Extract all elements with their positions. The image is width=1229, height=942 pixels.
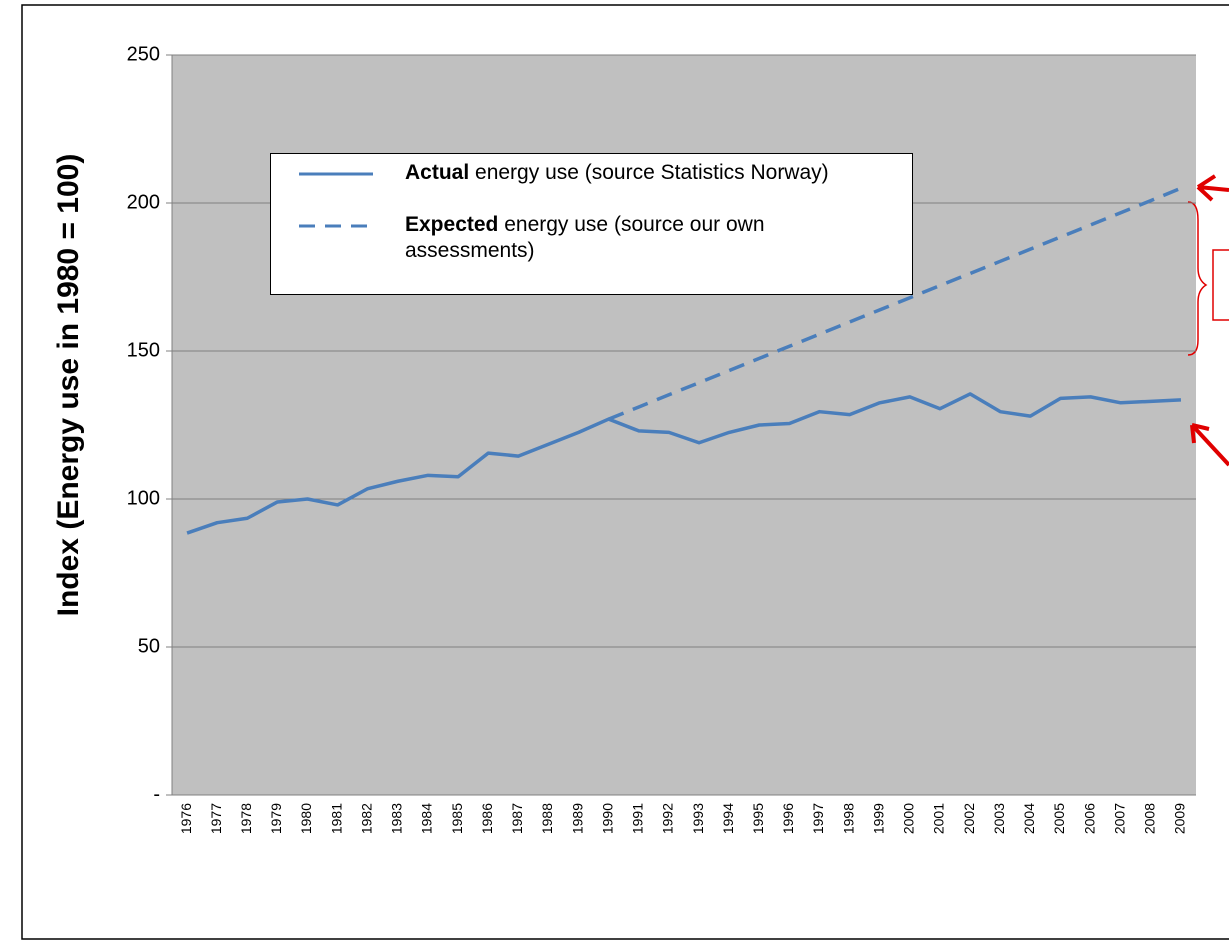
y-axis-label: Index (Energy use in 1980 = 100): [52, 154, 85, 617]
x-tick-label: 1998: [840, 803, 856, 834]
red-arrow: [1196, 174, 1229, 202]
x-tick-label: 2006: [1081, 803, 1097, 834]
x-tick-label: 2002: [961, 803, 977, 834]
legend-swatch: [299, 172, 373, 176]
x-tick-label: 1978: [238, 803, 254, 834]
x-tick-label: 1982: [358, 803, 374, 834]
x-tick-label: 2004: [1021, 803, 1037, 834]
annotation-box: [1212, 249, 1229, 321]
x-tick-label: 1980: [298, 803, 314, 834]
x-tick-label: 1994: [720, 803, 736, 834]
x-tick-label: 1990: [599, 803, 615, 834]
y-tick-label: 150: [127, 339, 160, 361]
x-tick-label: 1988: [539, 803, 555, 834]
x-tick-label: 1993: [690, 803, 706, 834]
y-tick-label: 50: [138, 635, 160, 657]
x-tick-label: 1997: [810, 803, 826, 834]
x-tick-label: 1996: [780, 803, 796, 834]
legend-entry: Expected energy use (source our own asse…: [271, 212, 845, 264]
legend-label: Actual energy use (source Statistics Nor…: [405, 161, 829, 184]
x-tick-label: 1989: [569, 803, 585, 834]
x-tick-label: 1986: [479, 803, 495, 834]
x-tick-label: 1992: [660, 803, 676, 834]
legend-swatch: [299, 224, 373, 228]
x-tick-label: 1991: [630, 803, 646, 834]
series-line: [186, 392, 1182, 535]
y-tick-label: -: [153, 783, 160, 805]
x-tick-label: 2009: [1172, 803, 1188, 834]
x-tick-label: 2000: [901, 803, 917, 834]
x-tick-label: 1984: [419, 803, 435, 834]
annotations: [1187, 174, 1229, 467]
y-tick-label: 100: [127, 487, 160, 509]
x-tick-label: 1995: [750, 803, 766, 834]
y-tick-label: 250: [127, 43, 160, 65]
x-tick-label: 1977: [208, 803, 224, 834]
x-tick-label: 1976: [178, 803, 194, 834]
legend-entry: Actual energy use (source Statistics Nor…: [271, 160, 845, 186]
red-arrow: [1190, 423, 1229, 467]
x-tick-label: 1979: [268, 803, 284, 834]
legend: Actual energy use (source Statistics Nor…: [270, 153, 913, 295]
x-tick-label: 1987: [509, 803, 525, 834]
x-tick-label: 2001: [931, 803, 947, 834]
x-tick-label: 2003: [991, 803, 1007, 834]
x-tick-label: 1985: [449, 803, 465, 834]
x-tick-label: 2005: [1051, 803, 1067, 834]
x-tick-label: 2008: [1142, 803, 1158, 834]
y-tick-label: 200: [127, 191, 160, 213]
x-tick-label: 2007: [1111, 803, 1127, 834]
bracket: [1187, 201, 1208, 356]
legend-label: Expected energy use (source our own asse…: [405, 213, 765, 262]
x-tick-label: 1983: [389, 803, 405, 834]
x-tick-label: 1981: [328, 803, 344, 834]
x-tick-label: 1999: [870, 803, 886, 834]
